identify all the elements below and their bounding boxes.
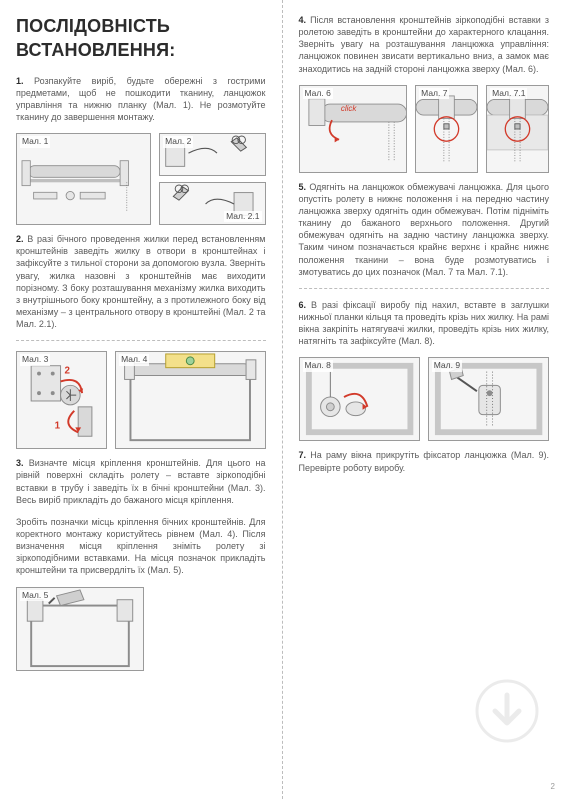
figure-1: Мал. 1 [16, 133, 151, 225]
step-3a-text: Визначте місця кріплення кронштейнів. Дл… [16, 458, 266, 504]
step-5: 5. Одягніть на ланцюжок обмежувачі ланцю… [299, 181, 550, 278]
figure-8: Мал. 8 [299, 357, 420, 441]
figure-7: Мал. 7 [415, 85, 478, 173]
left-column: Послідовність встановлення: 1. Розпакуйт… [0, 0, 283, 799]
step-2: 2. В разі бічного проведення жилки перед… [16, 233, 266, 330]
figure-4-label: Мал. 4 [119, 354, 149, 365]
divider [299, 288, 550, 289]
step-3b-text: Зробіть позначки місць кріплення бічних … [16, 517, 266, 576]
step-3-num: 3. [16, 458, 24, 468]
step-4: 4. Після встановлення кронштейнів зіркоп… [299, 14, 550, 75]
figure-9-label: Мал. 9 [432, 360, 462, 371]
figure-6: Мал. 6 click [299, 85, 408, 173]
step-7: 7. На раму вікна прикрутіть фіксатор лан… [299, 449, 550, 473]
figure-5: Мал. 5 [16, 587, 144, 671]
figure-row-3-4: Мал. 3 2 1 Мал. 4 [16, 351, 266, 449]
figure-7-1: Мал. 7.1 [486, 85, 549, 173]
step-2-text: В разі бічного проведення жилки перед вс… [16, 234, 266, 329]
step-1-num: 1. [16, 76, 24, 86]
figure-3-label: Мал. 3 [20, 354, 50, 365]
figure-row-8-9: Мал. 8 Мал. 9 [299, 357, 550, 441]
step-6-text: В разі фіксації виробу під нахил, вставт… [299, 300, 550, 346]
step-1: 1. Розпакуйте виріб, будьте обережні з г… [16, 75, 266, 124]
page-number: 2 [551, 782, 555, 793]
step-2-num: 2. [16, 234, 24, 244]
step-4-text: Після встановлення кронштейнів зіркоподі… [299, 15, 550, 74]
page-title: Послідовність встановлення: [16, 14, 266, 63]
figure-row-1-2: Мал. 1 Мал. 2 [16, 133, 266, 225]
step-6-num: 6. [299, 300, 307, 310]
figure-6-label: Мал. 6 [303, 88, 333, 99]
figure-2: Мал. 2 [159, 133, 265, 176]
step-4-num: 4. [299, 15, 307, 25]
figure-1-label: Мал. 1 [20, 136, 50, 147]
step-6: 6. В разі фіксації виробу під нахил, вст… [299, 299, 550, 348]
figure-4-illustration [116, 352, 264, 448]
divider [16, 340, 266, 341]
step-5-text: Одягніть на ланцюжок обмежувачі ланцюжка… [299, 182, 550, 277]
figure-row-6-7: Мал. 6 click Мал. 7 [299, 85, 550, 173]
figure-7-label: Мал. 7 [419, 88, 449, 99]
figure-5-label: Мал. 5 [20, 590, 50, 601]
step-7-text: На раму вікна прикрутіть фіксатор ланцюж… [299, 450, 550, 472]
figure-3-illustration: 2 1 [17, 352, 106, 448]
figure-2-1-label: Мал. 2.1 [224, 211, 261, 222]
figure-9: Мал. 9 [428, 357, 549, 441]
svg-text:1: 1 [55, 421, 61, 432]
step-7-num: 7. [299, 450, 307, 460]
click-label: click [340, 104, 357, 113]
figure-4: Мал. 4 [115, 351, 265, 449]
step-3b: Зробіть позначки місць кріплення бічних … [16, 516, 266, 577]
step-3a: 3. Визначте місця кріплення кронштейнів.… [16, 457, 266, 506]
svg-text:2: 2 [64, 366, 70, 377]
step-1-text: Розпакуйте виріб, будьте обережні з гост… [16, 76, 266, 122]
watermark-icon [475, 679, 539, 743]
step-5-num: 5. [299, 182, 307, 192]
figure-8-label: Мал. 8 [303, 360, 333, 371]
figure-3: Мал. 3 2 1 [16, 351, 107, 449]
figure-7-1-label: Мал. 7.1 [490, 88, 527, 99]
figure-row-5: Мал. 5 [16, 587, 266, 671]
figure-2-label: Мал. 2 [163, 136, 193, 147]
figure-2-1: Мал. 2.1 [159, 182, 265, 225]
figure-1-illustration [17, 134, 150, 224]
